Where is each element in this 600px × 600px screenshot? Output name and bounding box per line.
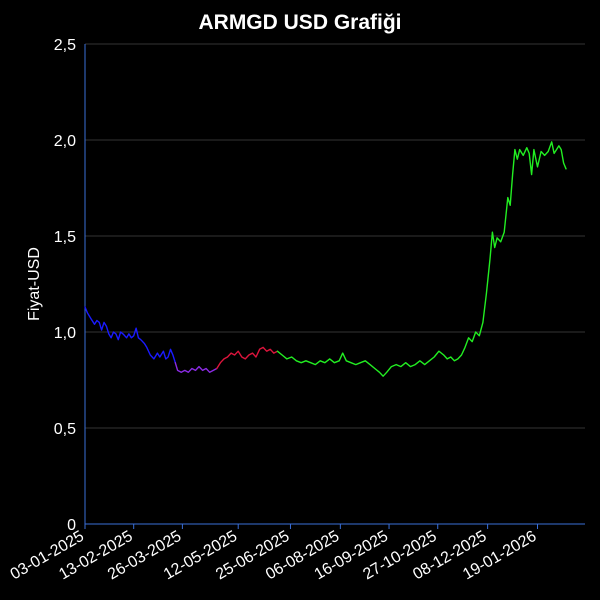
price-series-line-3 xyxy=(216,346,279,370)
series-lines xyxy=(84,141,567,377)
price-series-line-2 xyxy=(174,362,218,373)
y-tick-label: 0 xyxy=(67,517,76,534)
y-axis-label: Fiyat-USD xyxy=(26,247,43,321)
y-tick-label: 0,5 xyxy=(54,421,76,438)
y-tick-label: 1,0 xyxy=(54,325,76,342)
y-tick-label: 2,0 xyxy=(54,133,76,150)
price-series-line-1 xyxy=(84,306,177,364)
y-tick-label: 1,5 xyxy=(54,229,76,246)
price-series-line-4 xyxy=(276,141,567,377)
chart-title: ARMGD USD Grafiği xyxy=(198,11,401,34)
y-axis-ticks: 0 0,5 1,0 1,5 2,0 2,5 xyxy=(54,37,76,534)
axes xyxy=(84,44,585,525)
grid-lines xyxy=(85,43,585,429)
y-tick-label: 2,5 xyxy=(54,37,76,54)
